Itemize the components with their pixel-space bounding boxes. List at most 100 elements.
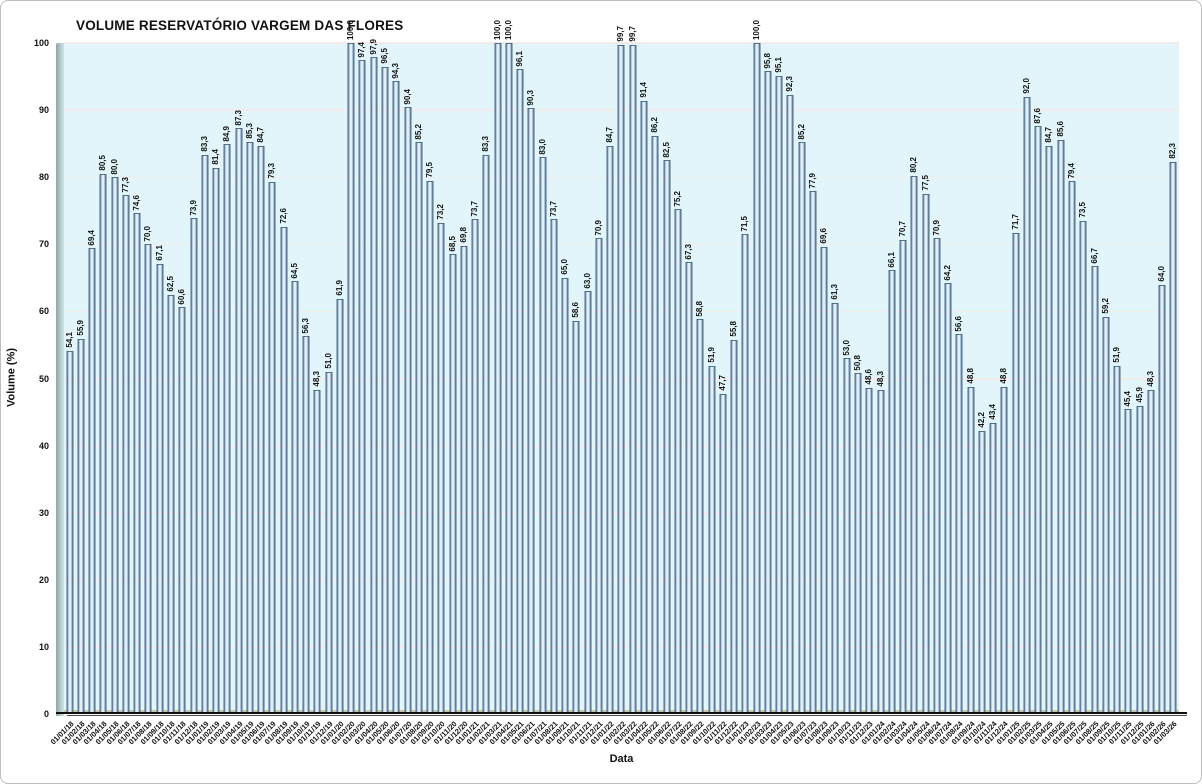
bar-value-label: 96,5 [379,47,389,64]
bar-slot: 70,9 [593,43,604,714]
bar-slot: 100,0 [503,20,514,714]
bar-slot: 92,3 [785,43,796,714]
bar-slot: 66,7 [1089,43,1100,714]
bar [888,270,896,714]
bar [167,294,175,714]
bar [325,371,333,714]
bar [347,43,355,714]
bar-slot: 79,5 [424,43,435,714]
bar-value-label: 55,8 [729,321,739,337]
bar [437,222,445,714]
bar [899,239,907,714]
bar [66,351,74,714]
bar-value-label: 73,5 [1078,202,1088,218]
bar-value-label: 80,5 [98,155,108,171]
bar-value-label: 56,3 [301,317,311,334]
bar-value-label: 70,0 [143,225,153,242]
bar-value-label: 73,2 [436,204,446,220]
bar-value-label: 67,1 [154,245,164,261]
bar-value-label: 48,8 [999,367,1009,384]
bar [505,43,513,714]
bar-slot: 73,9 [188,43,199,714]
bar-value-label: 97,4 [357,41,367,58]
bar [516,69,524,714]
bar-slot: 87,3 [233,43,244,714]
bar [696,319,704,714]
bar-slot: 73,7 [469,43,480,714]
bar [1113,365,1121,714]
bar-slot: 100,0 [751,20,762,714]
bar [539,157,547,714]
bar [178,307,186,714]
bar-slot: 51,0 [323,43,334,714]
bar [595,238,603,714]
bar [843,358,851,714]
bar-value-label: 65,0 [560,259,570,275]
bar-slot: 86,2 [650,43,661,714]
bar-value-label: 95,8 [762,52,772,69]
bar [1023,96,1031,714]
bar-value-label: 54,1 [64,332,74,348]
bar-value-label: 79,3 [267,163,277,179]
bar-slot: 54,1 [64,43,75,714]
bar-slot: 48,8 [965,43,976,714]
bar-value-label: 47,7 [717,375,727,391]
bar [1079,220,1087,714]
bar-value-label: 70,7 [898,221,908,237]
bar-slot: 85,2 [413,43,424,714]
bar [1136,406,1144,714]
bar [449,254,457,714]
bar-value-label: 70,9 [931,219,941,236]
y-axis-tick-labels: 0 10 20 30 40 50 60 70 80 90 100 [1,38,52,719]
bar-slot: 55,8 [728,43,739,714]
bar-slot: 69,8 [458,43,469,714]
bar-value-label: 84,7 [256,127,266,143]
bar-slot: 80,5 [98,43,109,714]
bar-slot: 60,6 [177,43,188,714]
bar [831,302,839,714]
bar-value-label: 91,4 [639,82,649,98]
bar [1034,126,1042,714]
y-tick-label: 30 [38,507,49,518]
bar-slot: 56,6 [954,43,965,714]
bar-value-label: 77,9 [807,172,817,189]
plot-side-wall [56,43,64,716]
bar-slot: 82,3 [1168,43,1179,714]
bar-value-label: 48,3 [875,371,885,387]
y-tick-label: 40 [38,440,49,451]
bar-value-label: 100,0 [751,19,761,40]
bar-slot: 48,3 [1145,43,1156,714]
bar-slot: 64,0 [1156,43,1167,714]
bar-value-label: 62,5 [165,276,175,292]
bar [336,298,344,714]
bar-slot: 42,2 [976,43,987,714]
bar [246,141,254,714]
bar [1124,409,1132,714]
bar [156,263,164,714]
bar [550,219,558,714]
bar-value-label: 79,4 [1066,162,1076,179]
x-axis-title: Data [609,753,634,765]
bar-value-label: 83,0 [537,138,547,155]
bar-value-label: 51,0 [323,353,333,369]
bar-slot: 69,4 [87,43,98,714]
y-tick-label: 10 [38,641,49,652]
bar [685,262,693,714]
bar [910,175,918,714]
bar-value-label: 70,9 [593,219,603,236]
y-tick-label: 100 [33,38,49,48]
bar [235,128,243,714]
x-axis-tick-labels: 01/01/18 01/02/18 01/03/18 01/04/18 01/05/18… [48,717,1179,775]
bar-value-label: 64,2 [943,264,953,281]
bar-value-label: 58,6 [571,302,581,318]
bar-value-label: 56,6 [954,315,964,332]
bar [1012,232,1020,714]
bar [1000,386,1008,714]
bar-slot: 50,8 [852,43,863,714]
bar-slot: 100,0 [492,20,503,714]
bar-slot: 71,5 [740,43,751,714]
bar-value-label: 71,7 [1010,214,1020,230]
bar [1102,316,1110,714]
bar-value-label: 90,4 [402,88,412,105]
